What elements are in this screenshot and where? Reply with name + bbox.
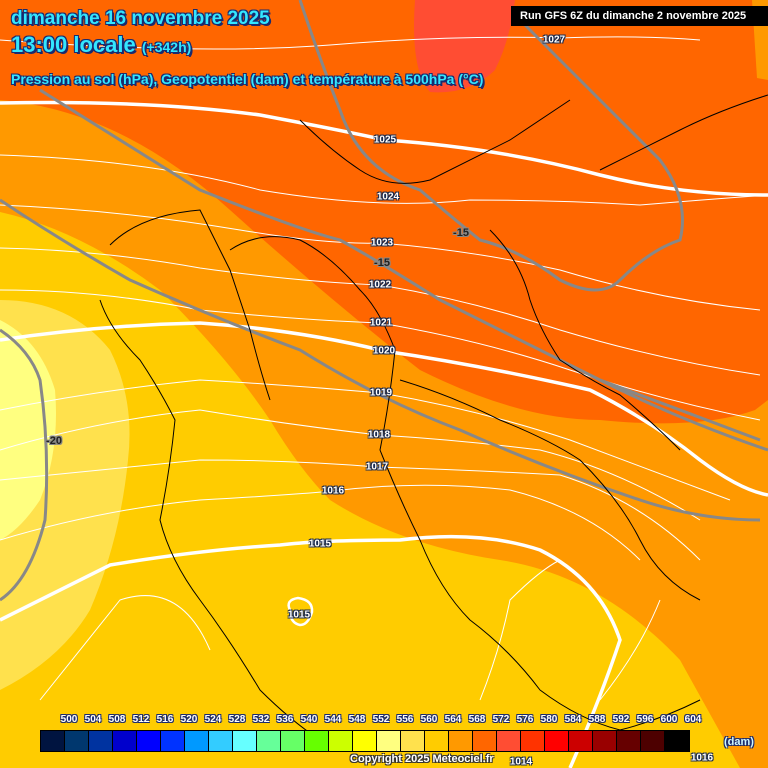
legend-tick: 524	[204, 714, 222, 725]
legend-tick: 504	[84, 714, 102, 725]
isobar-label: 1016	[321, 485, 345, 497]
isobars-thin	[0, 36, 768, 701]
copyright-notice: Copyright 2025 Meteociel.fr	[350, 753, 494, 765]
legend-tick: 544	[324, 714, 342, 725]
isobar-label: 1015	[308, 538, 332, 550]
legend-tick: 516	[156, 714, 174, 725]
legend-swatch	[497, 731, 521, 751]
local-time: 13:00 locale	[11, 32, 136, 57]
legend-swatch	[41, 731, 65, 751]
isotherm-label: -20	[46, 435, 62, 447]
legend-swatch	[425, 731, 449, 751]
legend-tick: 568	[468, 714, 486, 725]
legend-tick: 588	[588, 714, 606, 725]
legend-swatch	[449, 731, 473, 751]
legend-tick-labels: 500 504 508 512 516 520 524 528 532 536 540 544 548 5…	[40, 714, 740, 728]
legend-tick: 552	[372, 714, 390, 725]
legend-swatch	[209, 731, 233, 751]
legend-swatch	[113, 731, 137, 751]
legend-swatch	[665, 731, 689, 751]
legend-tick: 592	[612, 714, 630, 725]
legend-swatch	[137, 731, 161, 751]
isobar-label: 1020	[372, 345, 396, 357]
legend-tick: 508	[108, 714, 126, 725]
legend-tick: 560	[420, 714, 438, 725]
legend-swatch	[353, 731, 377, 751]
isobar-label: 1023	[370, 237, 394, 249]
legend-swatch	[593, 731, 617, 751]
isobar-label: 1022	[368, 279, 392, 291]
legend-tick: 528	[228, 714, 246, 725]
geopotential-564-band	[0, 212, 740, 768]
isobar-label: 1014	[509, 756, 533, 768]
legend-tick: 520	[180, 714, 198, 725]
legend-tick: 584	[564, 714, 582, 725]
legend-tick: 532	[252, 714, 270, 725]
legend-tick: 572	[492, 714, 510, 725]
legend-swatch	[65, 731, 89, 751]
isotherms	[0, 0, 768, 602]
geopotential-576-area	[414, 0, 515, 93]
legend-swatch	[569, 731, 593, 751]
isobar-label: 1025	[373, 134, 397, 146]
parameter-description: Pression au sol (hPa), Geopotentiel (dam…	[11, 71, 484, 87]
legend-swatch	[521, 731, 545, 751]
legend-swatch	[473, 731, 497, 751]
isobar-label: 1027	[542, 34, 566, 46]
isobar-label: 1021	[369, 317, 393, 329]
legend-swatch	[305, 731, 329, 751]
legend-tick: 564	[444, 714, 462, 725]
forecast-time: 13:00 locale (+342h)	[11, 32, 191, 58]
legend-tick: 536	[276, 714, 294, 725]
isobar-label: 1016	[690, 752, 714, 764]
legend-tick: 548	[348, 714, 366, 725]
lead-time: (+342h)	[141, 39, 192, 55]
isobar-label: 1015	[287, 609, 311, 621]
legend-tick: 500	[60, 714, 78, 725]
legend-swatch	[89, 731, 113, 751]
legend-swatch	[161, 731, 185, 751]
legend-swatch	[329, 731, 353, 751]
legend-swatch	[401, 731, 425, 751]
isobar-label: 1018	[367, 429, 391, 441]
legend-swatch	[617, 731, 641, 751]
isobars-thick	[0, 100, 768, 768]
legend-unit: (dam)	[724, 736, 754, 748]
legend-swatch	[545, 731, 569, 751]
legend-swatch	[377, 731, 401, 751]
isotherm-label: -15	[453, 227, 469, 239]
legend-tick: 600	[660, 714, 678, 725]
legend-tick: 576	[516, 714, 534, 725]
legend-tick: 596	[636, 714, 654, 725]
legend-swatch	[185, 731, 209, 751]
forecast-date: dimanche 16 novembre 2025	[11, 8, 270, 29]
model-run-banner: Run GFS 6Z du dimanche 2 novembre 2025	[511, 6, 768, 26]
legend-tick: 512	[132, 714, 150, 725]
legend-swatch	[641, 731, 665, 751]
borders	[99, 94, 768, 741]
legend-tick: 580	[540, 714, 558, 725]
legend-tick: 604	[684, 714, 702, 725]
geopotential-color-legend	[40, 730, 690, 752]
legend-tick: 556	[396, 714, 414, 725]
geopotential-556-band	[0, 320, 56, 540]
isobar-label: 1019	[369, 387, 393, 399]
isobar-label: 1024	[376, 191, 400, 203]
legend-swatch	[233, 731, 257, 751]
isotherm-label: -15	[374, 257, 390, 269]
legend-tick: 540	[300, 714, 318, 725]
legend-swatch	[281, 731, 305, 751]
isobar-label: 1017	[365, 461, 389, 473]
legend-swatch	[257, 731, 281, 751]
